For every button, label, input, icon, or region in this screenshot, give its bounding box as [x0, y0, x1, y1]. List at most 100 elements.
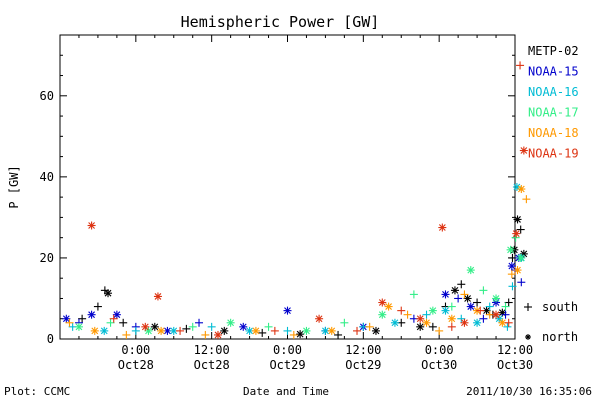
data-point-south [365, 322, 374, 331]
marker-stroke [467, 266, 475, 274]
data-point-north [428, 306, 437, 315]
marker-stroke [507, 246, 514, 254]
y-tick-label: 60 [40, 89, 54, 103]
data-point-north [473, 318, 482, 327]
data-point-south [501, 310, 510, 319]
data-point-north [141, 322, 150, 331]
data-point-south [473, 298, 482, 307]
marker-stroke [448, 315, 456, 323]
data-point-north [62, 314, 71, 323]
data-point-north [506, 245, 515, 254]
data-point-north [87, 310, 96, 319]
data-point-north [416, 314, 425, 323]
marker-stroke [104, 289, 112, 297]
marker-stroke [512, 230, 520, 238]
marker-stroke [517, 254, 525, 262]
data-point-south [504, 318, 513, 327]
x-tick-date-label: Oct28 [194, 358, 230, 372]
marker-stroke [151, 323, 159, 331]
data-point-north [495, 314, 504, 323]
marker-stroke [328, 327, 336, 335]
marker-stroke [498, 319, 506, 327]
marker-stroke [220, 327, 228, 335]
marker-stroke [517, 185, 525, 193]
data-point-north [226, 318, 235, 327]
legend-entry: NOAA-18 [528, 126, 579, 140]
data-point-south [264, 322, 273, 331]
data-point-south [289, 330, 298, 339]
data-point-north [516, 253, 525, 262]
data-point-south [454, 294, 463, 303]
data-point-south [422, 310, 431, 319]
marker-stroke [508, 262, 516, 270]
data-point-north [513, 215, 522, 224]
data-point-south [479, 314, 488, 323]
data-point-north [245, 326, 254, 335]
marker-stroke [157, 327, 165, 335]
x-tick-time-label: 12:00 [194, 343, 230, 357]
data-point-north [507, 262, 516, 271]
legend-entry: NOAA-15 [528, 65, 579, 79]
marker-stroke [100, 327, 108, 335]
marker-stroke [62, 315, 70, 323]
data-point-north [492, 294, 501, 303]
marker-stroke [378, 311, 386, 319]
marker-stroke [372, 327, 380, 335]
marker-stroke [513, 183, 521, 191]
legend-entry: METP-02 [528, 44, 579, 58]
data-point-south [501, 302, 510, 311]
data-point-north [378, 310, 387, 319]
data-point-south [119, 318, 128, 327]
data-point-north [112, 310, 121, 319]
marker-stroke [483, 307, 490, 315]
data-point-south [283, 326, 292, 335]
data-point-south [207, 322, 216, 331]
data-point-south [122, 330, 131, 339]
data-point-south [485, 302, 494, 311]
data-point-north [87, 221, 96, 230]
data-point-south [109, 314, 118, 323]
data-point-north [169, 326, 178, 335]
data-point-north [104, 289, 113, 298]
data-point-north [213, 330, 222, 339]
marker-stroke [442, 307, 449, 315]
marker-stroke [492, 295, 500, 302]
data-point-north [90, 326, 99, 335]
data-point-north [466, 302, 475, 311]
legend-north-marker [525, 334, 531, 340]
marker-stroke [438, 224, 446, 231]
data-point-south [522, 195, 531, 204]
y-axis-label: P [GW] [7, 165, 21, 208]
marker-stroke [495, 315, 503, 323]
data-point-north [384, 302, 393, 311]
footer-plot-credit: Plot: CCMC [4, 385, 70, 398]
data-point-north [315, 314, 324, 323]
marker-stroke [461, 319, 468, 327]
marker-stroke [303, 327, 310, 335]
x-tick-date-label: Oct28 [118, 358, 154, 372]
data-point-north [438, 223, 447, 232]
marker-stroke [514, 266, 521, 274]
data-point-north [371, 326, 380, 335]
y-tick-label: 0 [47, 332, 54, 346]
data-point-north [498, 318, 507, 327]
data-point-south [428, 322, 437, 331]
x-tick-time-label: 0:00 [425, 343, 454, 357]
axes-layer: 02040600:00Oct2812:00Oct280:00Oct2912:00… [40, 35, 533, 372]
data-point-north [416, 322, 425, 331]
marker-stroke [391, 319, 399, 327]
marker-stroke [423, 319, 430, 327]
marker-stroke [467, 303, 475, 310]
data-point-north [157, 326, 166, 335]
data-point-south [182, 324, 191, 333]
data-point-north [466, 266, 475, 275]
data-point-south [457, 280, 466, 289]
x-axis-label: Date and Time [243, 385, 329, 398]
marker-stroke [88, 222, 95, 229]
marker-stroke [473, 319, 481, 327]
legend-south-label: south [542, 300, 578, 314]
y-tick-label: 40 [40, 170, 54, 184]
legend-entry: NOAA-16 [528, 85, 579, 99]
marker-stroke [315, 315, 323, 323]
data-point-south [201, 330, 210, 339]
